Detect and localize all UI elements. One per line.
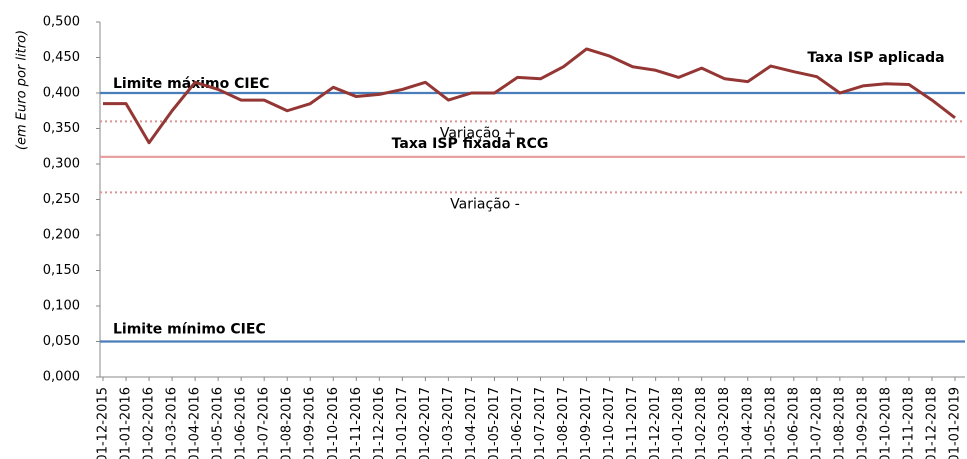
x-tick-label: 01-07-2018 [809, 387, 824, 459]
x-tick-label: 01-04-2018 [740, 387, 755, 459]
x-tick-label: 01-12-2018 [924, 387, 939, 459]
y-tick-label: 0,350 [43, 121, 80, 136]
y-tick-label: 0,250 [43, 192, 80, 207]
x-tick-label: 01-04-2017 [464, 387, 479, 459]
reference-label: Limite mínimo CIEC [113, 322, 266, 338]
x-tick-label: 01-10-2016 [326, 387, 341, 459]
x-tick-label: 01-07-2016 [257, 387, 272, 459]
x-tick-label: 01-02-2018 [694, 387, 709, 459]
x-tick-label: 01-11-2016 [349, 387, 364, 459]
x-tick-label: 01-09-2018 [855, 387, 870, 459]
y-tick-label: 0,000 [43, 370, 80, 385]
x-tick-label: 01-03-2017 [441, 387, 456, 459]
x-tick-label: 01-02-2017 [418, 387, 433, 459]
y-axis-label: (em Euro por litro) [15, 30, 30, 150]
reference-label: Taxa ISP fixada RCG [392, 136, 549, 152]
x-tick-label: 01-08-2017 [556, 387, 571, 459]
y-tick-label: 0,300 [43, 157, 80, 172]
x-tick-label: 01-05-2017 [487, 387, 502, 459]
x-tick-label: 01-09-2016 [303, 387, 318, 459]
x-tick-label: 01-01-2017 [395, 387, 410, 459]
x-tick-label: 01-12-2016 [372, 387, 387, 459]
x-tick-label: 01-03-2016 [165, 387, 180, 459]
y-tick-label: 0,450 [43, 50, 80, 65]
x-tick-label: 01-09-2017 [579, 387, 594, 459]
x-tick-label: 01-01-2016 [119, 387, 134, 459]
x-tick-label: 01-01-2018 [671, 387, 686, 459]
x-tick-label: 01-07-2017 [533, 387, 548, 459]
x-tick-label: 01-12-2015 [96, 387, 111, 459]
x-tick-label: 01-05-2018 [763, 387, 778, 459]
y-tick-label: 0,100 [43, 299, 80, 314]
x-tick-label: 01-10-2017 [602, 387, 617, 459]
x-tick-label: 01-06-2016 [234, 387, 249, 459]
y-tick-label: 0,500 [43, 15, 80, 30]
reference-label: Limite máximo CIEC [113, 76, 269, 92]
reference-label: Variação - [450, 196, 520, 212]
x-tick-label: 01-06-2018 [786, 387, 801, 459]
y-tick-label: 0,200 [43, 228, 80, 243]
x-tick-label: 01-04-2016 [188, 387, 203, 459]
x-tick-label: 01-10-2018 [878, 387, 893, 459]
x-tick-label: 01-03-2018 [717, 387, 732, 459]
x-tick-label: 01-02-2016 [142, 387, 157, 459]
x-tick-label: 01-11-2018 [901, 387, 916, 459]
legend-label: Taxa ISP aplicada [807, 50, 944, 66]
x-tick-label: 01-12-2017 [648, 387, 663, 459]
x-tick-label: 01-08-2016 [280, 387, 295, 459]
x-tick-label: 01-08-2018 [832, 387, 847, 459]
y-tick-label: 0,050 [43, 334, 80, 349]
x-tick-label: 01-06-2017 [510, 387, 525, 459]
reference-label: Variação + [440, 125, 516, 141]
x-tick-label: 01-11-2017 [625, 387, 640, 459]
y-tick-label: 0,150 [43, 263, 80, 278]
x-tick-label: 01-01-2019 [948, 387, 963, 459]
y-tick-label: 0,400 [43, 86, 80, 101]
series-line [103, 47, 956, 145]
x-tick-label: 01-05-2016 [211, 387, 226, 459]
